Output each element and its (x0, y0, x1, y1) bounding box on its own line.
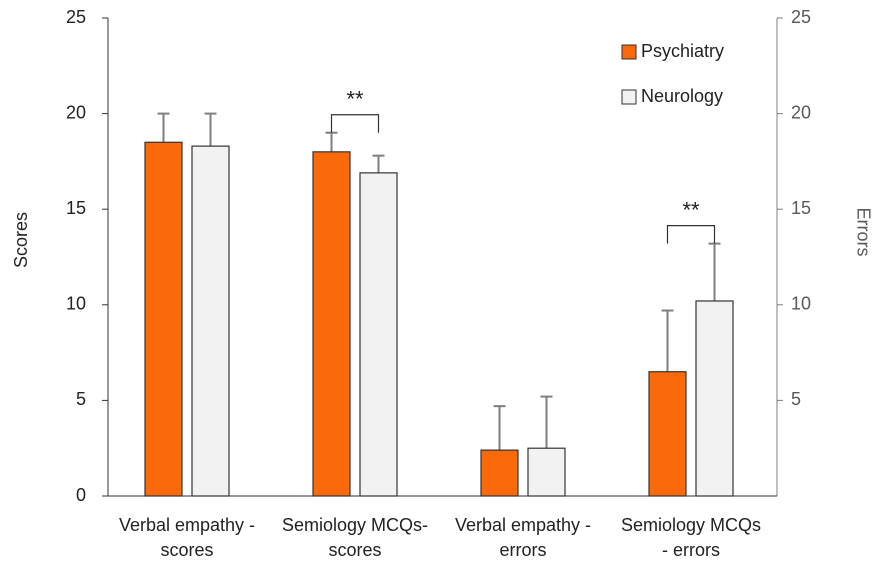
y-tick-label: 0 (76, 485, 86, 505)
y2-tick-label: 5 (791, 389, 801, 409)
x-tick-label: Verbal empathy -scores (119, 515, 255, 560)
y-tick-label: 20 (66, 102, 86, 122)
error-bar (204, 112, 217, 147)
y2-tick-label: 10 (791, 294, 811, 314)
y-tick-label: 25 (66, 7, 86, 27)
bar (144, 141, 183, 497)
error-bar (372, 154, 385, 173)
y-tick-label: 15 (66, 198, 86, 218)
x-tick-label: Semiology MCQs - errors (621, 515, 761, 560)
bar (191, 145, 230, 497)
legend-label: Psychiatry (641, 41, 724, 61)
error-bar (661, 309, 674, 372)
y2-tick-label: 15 (791, 198, 811, 218)
error-bar (540, 395, 553, 449)
y-tick-label: 5 (76, 389, 86, 409)
x-tick-label: Semiology MCQs-scores (282, 515, 428, 560)
error-bar (157, 112, 170, 143)
bar (480, 449, 519, 497)
significance-bracket (666, 225, 716, 244)
significance-label: ** (682, 197, 700, 222)
error-bar (708, 242, 721, 301)
significance-bracket (330, 114, 380, 133)
error-bar (325, 131, 338, 152)
x-tick-label: Verbal empathy -errors (455, 515, 591, 560)
bar (359, 172, 398, 497)
y-axis-label: Scores (11, 212, 31, 268)
bar (527, 447, 566, 497)
y-tick-label: 10 (66, 294, 86, 314)
y2-tick-label: 25 (791, 7, 811, 27)
legend-label: Neurology (641, 86, 723, 106)
bar (695, 300, 734, 497)
bar (648, 371, 687, 497)
legend-swatch (621, 44, 637, 60)
error-bar (493, 405, 506, 451)
bar (312, 151, 351, 497)
legend-swatch (621, 89, 637, 105)
y2-tick-label: 20 (791, 102, 811, 122)
significance-label: ** (346, 87, 364, 112)
y2-axis-label: Errors (853, 208, 873, 257)
